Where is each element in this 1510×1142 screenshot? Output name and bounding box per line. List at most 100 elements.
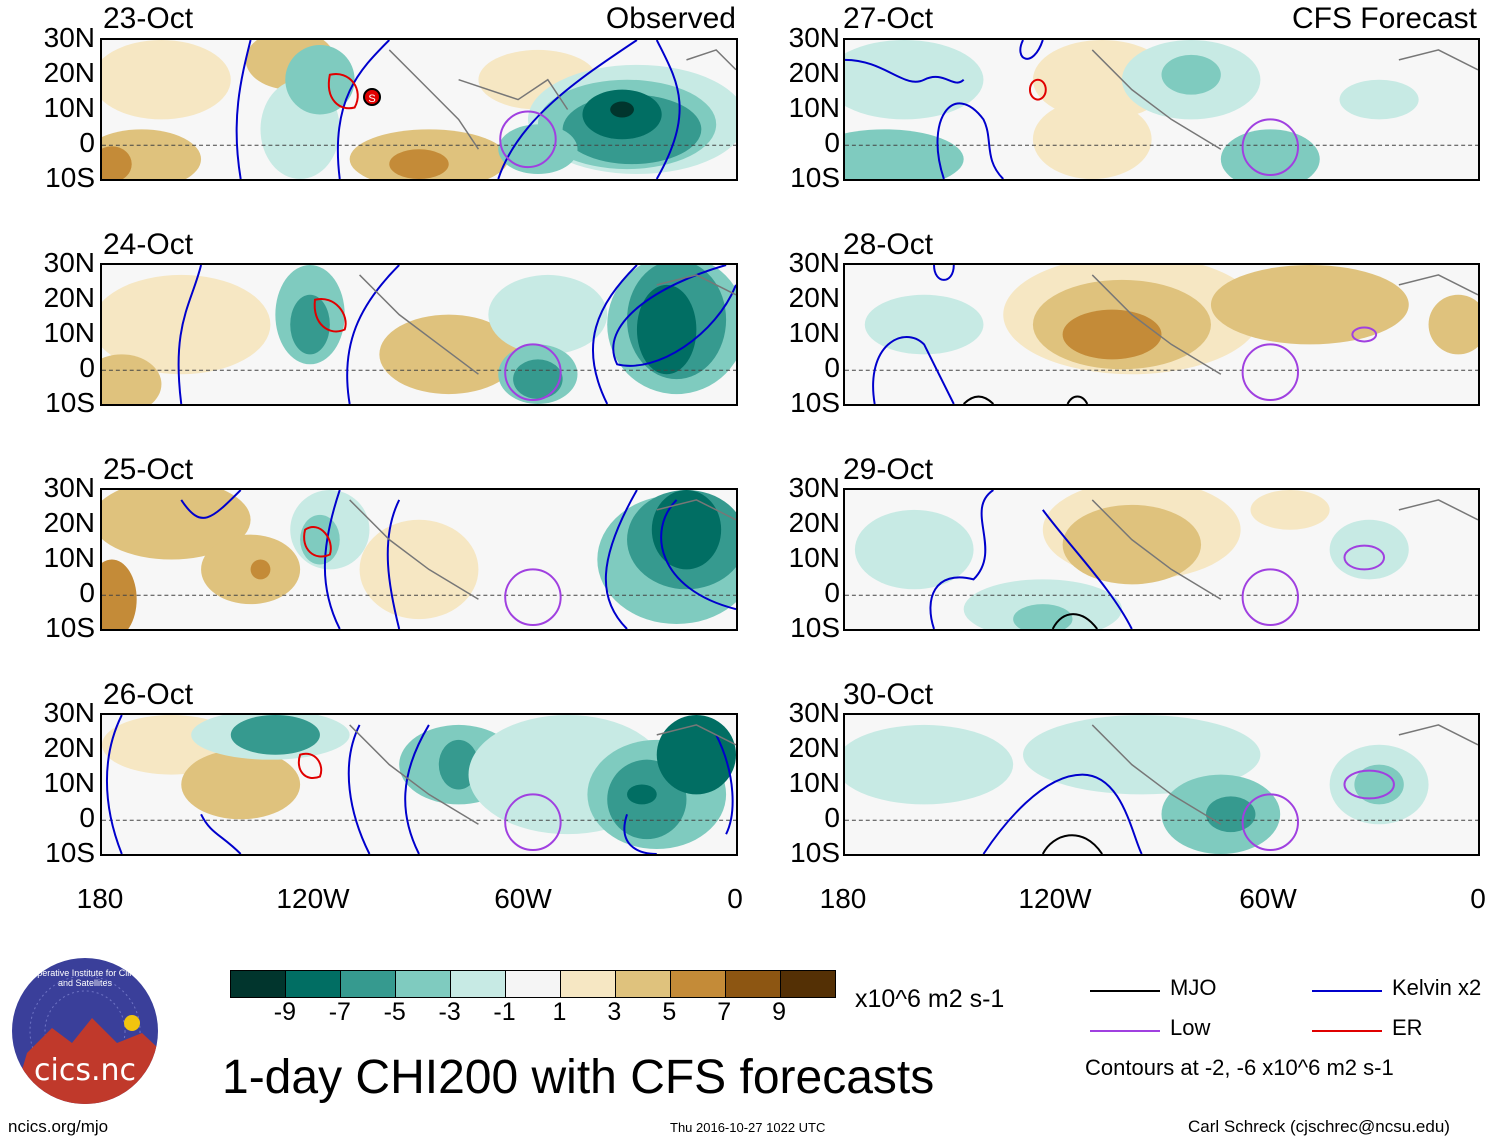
colorbar-label: -3 [438, 998, 461, 1026]
colorbar-label: -9 [273, 998, 297, 1026]
lat-label: 10S [45, 162, 95, 193]
legend-line-kelvin [1312, 990, 1382, 992]
footer-website: ncics.org/mjo [8, 1117, 109, 1136]
legend-label-low: Low [1170, 1015, 1211, 1040]
lat-label: 30N [788, 697, 840, 728]
map-panel-30-oct [843, 713, 1480, 856]
colorbar-swatch [506, 971, 561, 997]
colorbar-label: -1 [493, 998, 516, 1026]
lat-label: 10N [43, 92, 95, 123]
lat-label: 30N [43, 247, 95, 278]
lat-label: 20N [43, 507, 95, 538]
panel-date-26-oct: 26-Oct [103, 678, 194, 711]
lat-label: 0 [824, 577, 840, 608]
colorbar [230, 970, 836, 998]
footer-timestamp: Thu 2016-10-27 1022 UTC [670, 1120, 826, 1135]
colorbar-swatch [341, 971, 396, 997]
lat-label: 0 [79, 802, 95, 833]
lat-label: 20N [43, 57, 95, 88]
colorbar-label: -7 [328, 998, 351, 1026]
colorbar-units: x10^6 m2 s-1 [855, 985, 1005, 1013]
lon-label-180-right: 180 [819, 883, 867, 914]
colorbar-swatch [561, 971, 616, 997]
lon-label-120w-left: 120W [276, 883, 350, 914]
lat-label: 0 [79, 577, 95, 608]
panel-date-24-oct: 24-Oct [103, 228, 194, 261]
legend-line-er [1312, 1030, 1382, 1032]
lat-label: 10S [790, 387, 840, 418]
map-panel-26-oct [100, 713, 738, 856]
lon-label-60w-right: 60W [1239, 883, 1297, 914]
lat-label: 30N [788, 22, 840, 53]
map-panel-28-oct [843, 263, 1480, 406]
lon-label-0-right: 0 [1470, 883, 1486, 914]
colorbar-label: -5 [383, 998, 406, 1026]
colorbar-swatch [671, 971, 726, 997]
legend-label-er: ER [1392, 1015, 1423, 1040]
map-panel-24-oct [100, 263, 738, 406]
panel-date-28-oct: 28-Oct [843, 228, 934, 261]
lat-label: 10N [788, 542, 840, 573]
colorbar-label: 1 [552, 998, 567, 1026]
lat-label: 0 [79, 127, 95, 158]
lon-label-60w-left: 60W [494, 883, 552, 914]
panel-date-30-oct: 30-Oct [843, 678, 934, 711]
legend-label-kelvin: Kelvin x2 [1392, 975, 1482, 1000]
lat-label: 10N [43, 542, 95, 573]
panel-date-23-oct: 23-Oct [103, 2, 194, 35]
colorbar-swatch [286, 971, 341, 997]
lat-label: 20N [43, 282, 95, 313]
colorbar-swatch [726, 971, 781, 997]
colorbar-swatch [616, 971, 671, 997]
lat-label: 10S [45, 612, 95, 643]
map-panel-25-oct [100, 488, 738, 631]
lat-label: 10S [790, 162, 840, 193]
colorbar-swatch [231, 971, 286, 997]
lat-label: 30N [43, 22, 95, 53]
lat-label: 10S [790, 612, 840, 643]
forecast-label: CFS Forecast [1291, 2, 1477, 35]
lon-label-0-left: 0 [727, 883, 743, 914]
storm-marker-icon: S [363, 88, 381, 106]
lat-label: 10S [45, 387, 95, 418]
lat-label: 20N [788, 732, 840, 763]
lat-label: 10N [788, 92, 840, 123]
lat-label: 10S [45, 837, 95, 868]
map-panel-23-oct [100, 38, 738, 181]
lat-label: 0 [824, 127, 840, 158]
legend-label-mjo: MJO [1170, 975, 1217, 1000]
lat-label: 10N [43, 317, 95, 348]
colorbar-label: 9 [772, 998, 787, 1026]
legend-note: Contours at -2, -6 x10^6 m2 s-1 [1085, 1055, 1394, 1080]
panel-date-29-oct: 29-Oct [843, 453, 934, 486]
lat-label: 10N [43, 767, 95, 798]
colorbar-swatch [781, 971, 835, 997]
lat-label: 20N [788, 57, 840, 88]
map-panel-29-oct [843, 488, 1480, 631]
lat-label: 10S [790, 837, 840, 868]
lat-label: 30N [43, 472, 95, 503]
observed-label: Observed [605, 2, 736, 35]
lat-label: 10N [788, 317, 840, 348]
lat-label: 0 [79, 352, 95, 383]
lat-label: 30N [788, 247, 840, 278]
logo-ring-text: Cooperative Institute for Climate and Sa… [20, 968, 150, 988]
panel-date-27-oct: 27-Oct [843, 2, 934, 35]
colorbar-swatch [451, 971, 506, 997]
legend-line-low [1090, 1030, 1160, 1032]
lat-label: 30N [43, 697, 95, 728]
lon-label-180-left: 180 [76, 883, 124, 914]
lat-label: 30N [788, 472, 840, 503]
colorbar-label: 5 [662, 998, 677, 1026]
lat-label: 0 [824, 802, 840, 833]
map-panel-27-oct [843, 38, 1480, 181]
lat-label: 20N [788, 507, 840, 538]
footer-author: Carl Schreck (cjschrec@ncsu.edu) [1188, 1117, 1450, 1136]
lat-label: 10N [788, 767, 840, 798]
logo-text: cics.nc [34, 1053, 136, 1088]
lon-label-120w-right: 120W [1018, 883, 1092, 914]
colorbar-swatch [396, 971, 451, 997]
legend-line-mjo [1090, 990, 1160, 992]
cics-logo: cics.nc Cooperative Institute for Climat… [12, 958, 158, 1104]
page-title: 1-day CHI200 with CFS forecasts [222, 1051, 935, 1104]
